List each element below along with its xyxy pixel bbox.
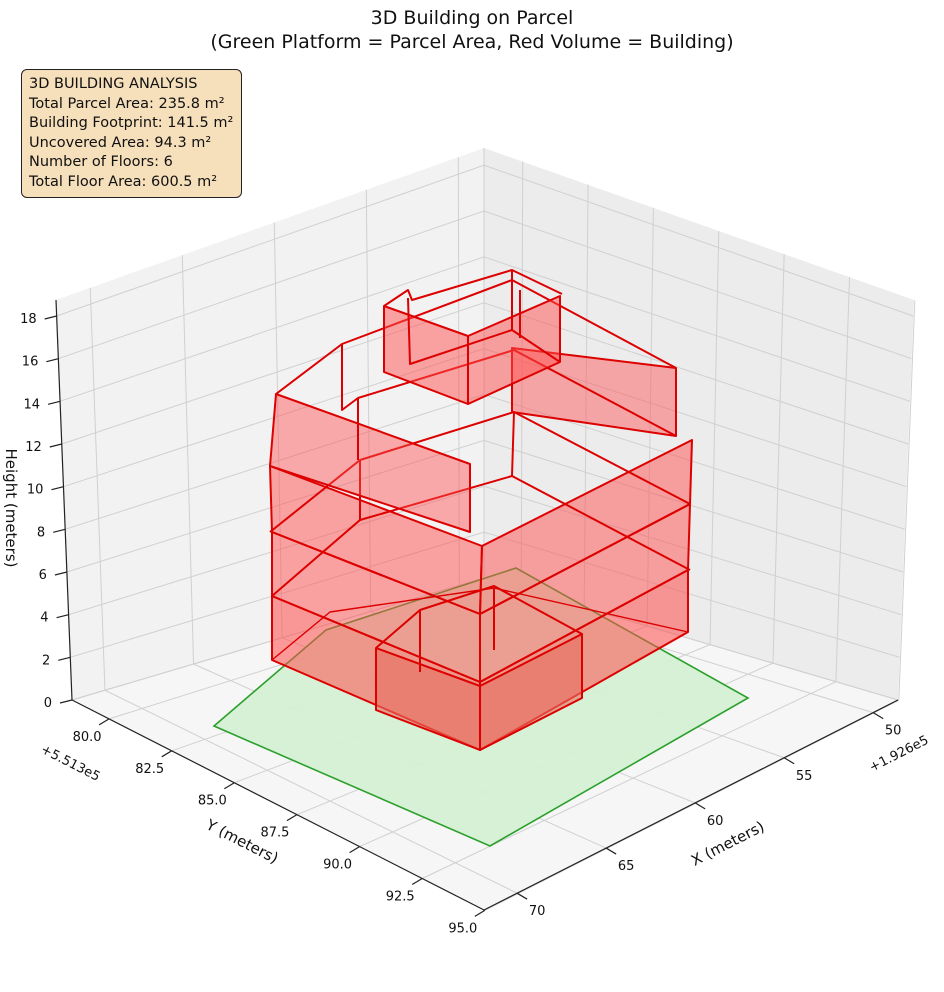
- x-tick-label: 55: [796, 769, 813, 784]
- z-tick-label: 12: [25, 440, 42, 455]
- y-tick-label: 80.0: [73, 730, 102, 745]
- annotation-parcel-area: Total Parcel Area: 235.8 m²: [29, 95, 225, 112]
- annotation-heading: 3D BUILDING ANALYSIS: [29, 76, 198, 92]
- z-tick-label: 8: [37, 525, 45, 540]
- y-tick-label: 85.0: [198, 794, 227, 809]
- z-tick-label: 14: [24, 397, 41, 412]
- x-tick-label: 60: [707, 814, 724, 829]
- x-axis-label: X (meters): [688, 817, 767, 869]
- building-volume: [269, 269, 693, 751]
- annotation-floors: Number of Floors: 6: [29, 154, 173, 171]
- tick-labels: 0 2 4 6 8 10 12 14 16 18 50 55 60 65 70 80.0 82.5 85.0 87.…: [20, 312, 901, 936]
- y-tick-label: 95.0: [448, 921, 477, 936]
- tier-setback-lines: [271, 475, 691, 597]
- z-tick-label: 10: [27, 483, 44, 498]
- annotation-uncovered: Uncovered Area: 94.3 m²: [29, 134, 212, 151]
- z-tick-label: 6: [39, 568, 47, 583]
- y-tick-label: 82.5: [135, 762, 164, 777]
- z-tick-label: 4: [40, 611, 48, 626]
- annotation-footprint: Building Footprint: 141.5 m²: [29, 115, 234, 132]
- y-tick-label: 92.5: [386, 890, 415, 905]
- z-axis-label: Height (meters): [2, 449, 20, 568]
- x-tick-label: 70: [529, 904, 546, 919]
- axis-ticks: [44, 299, 899, 917]
- z-tick-label: 16: [22, 355, 39, 370]
- x-tick-label: 50: [885, 724, 902, 739]
- y-tick-label: 87.5: [260, 826, 289, 841]
- tier-setback-lines-2: [269, 411, 691, 533]
- chart-title-line2: (Green Platform = Parcel Area, Red Volum…: [210, 31, 734, 53]
- y-axis-label: Y (meters): [202, 815, 281, 867]
- core-block-right: [479, 633, 583, 751]
- x-offset-label: +1.926e5: [867, 733, 931, 776]
- chart-title-line1: 3D Building on Parcel: [370, 7, 574, 29]
- y-tick-label: 90.0: [323, 858, 352, 873]
- annotation-floor-area: Total Floor Area: 600.5 m²: [29, 173, 218, 190]
- z-tick-label: 2: [42, 653, 50, 668]
- z-tick-label: 0: [44, 696, 52, 711]
- y-offset-label: +5.513e5: [38, 742, 102, 785]
- z-tick-label: 18: [20, 312, 37, 327]
- x-tick-label: 65: [618, 859, 635, 874]
- analysis-annotation-box: 3D BUILDING ANALYSIS Total Parcel Area: …: [21, 69, 243, 198]
